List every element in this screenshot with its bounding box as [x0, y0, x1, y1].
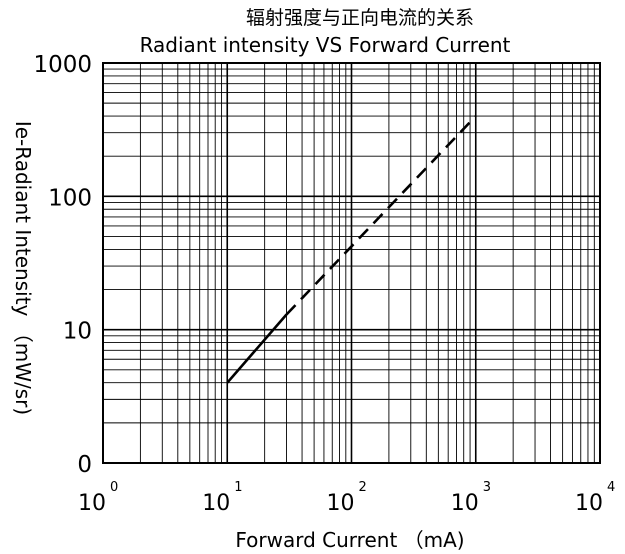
series-line-dashed	[285, 115, 477, 316]
plot-frame	[102, 62, 601, 464]
y-tick-label: 10	[63, 319, 92, 345]
x-axis-label: Forward Current （mA)	[235, 528, 464, 552]
x-tick-exponent: 0	[110, 480, 118, 495]
chart-title: 辐射强度与正向电流的关系	[246, 7, 474, 29]
y-tick-label: 100	[48, 185, 92, 211]
x-tick-exponent: 1	[234, 480, 242, 495]
x-tick-exponent: 4	[607, 480, 615, 495]
y-tick-label: 0	[77, 452, 92, 478]
x-tick-label: 10	[327, 491, 355, 516]
x-axis-ticks: 10 0 10 1 10 2 10 3 10 4	[78, 480, 615, 516]
chart-grid	[102, 62, 601, 464]
x-tick-label: 10	[575, 491, 603, 516]
y-axis-label: Ie-Radiant Intensity （mW/sr)	[11, 121, 35, 415]
x-tick-exponent: 2	[359, 480, 367, 495]
x-tick-label: 10	[451, 491, 479, 516]
series-line-solid	[226, 313, 288, 384]
y-tick-label: 1000	[33, 52, 92, 78]
x-tick-exponent: 3	[483, 480, 491, 495]
x-tick-label: 10	[202, 491, 230, 516]
x-tick-label: 10	[78, 491, 106, 516]
chart-series	[226, 115, 477, 384]
chart-subtitle: Radiant intensity VS Forward Current	[140, 33, 511, 57]
